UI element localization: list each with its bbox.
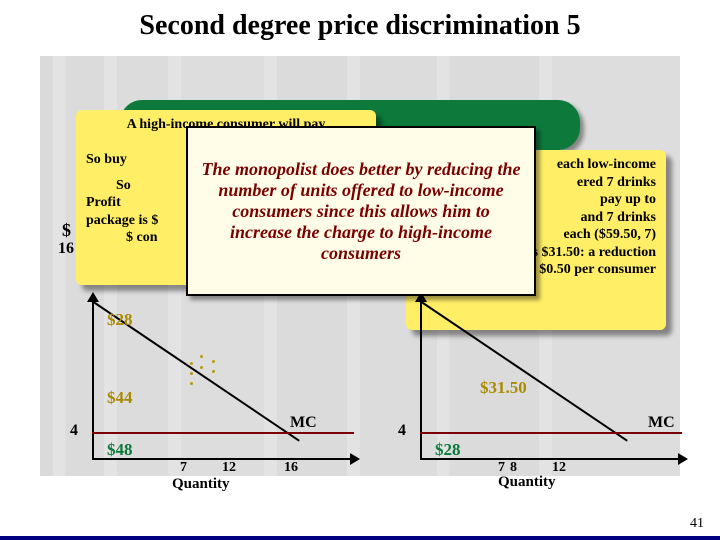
y-tick-4: 4 bbox=[398, 422, 406, 440]
chart-left: $ 16 4 MC $28 $44 $48 7 12 16 Quantity bbox=[52, 300, 362, 480]
mc-label: MC bbox=[290, 414, 317, 432]
price-28: $28 bbox=[107, 310, 133, 330]
price-3150: $31.50 bbox=[480, 378, 527, 398]
x-axis-label: Quantity bbox=[498, 474, 556, 491]
y-tick-4: 4 bbox=[70, 422, 78, 440]
y-axis bbox=[420, 300, 422, 460]
central-callout: The monopolist does better by reducing t… bbox=[186, 126, 536, 296]
x-axis-label: Quantity bbox=[172, 476, 230, 493]
mc-line bbox=[420, 432, 682, 434]
callout-text: The monopolist does better by reducing t… bbox=[200, 159, 522, 264]
demand-line bbox=[419, 300, 627, 441]
mc-line bbox=[92, 432, 354, 434]
mc-label: MC bbox=[648, 414, 675, 432]
slide-title: Second degree price discrimination 5 bbox=[12, 10, 708, 42]
slide: Second degree price discrimination 5 A h… bbox=[0, 0, 720, 540]
y-axis bbox=[92, 300, 94, 460]
slide-number: 41 bbox=[690, 516, 704, 532]
chart-right: 4 MC $31.50 $28 7 8 12 Quantity bbox=[380, 300, 690, 480]
arrow-right-icon bbox=[678, 453, 688, 465]
arrow-right-icon bbox=[350, 453, 360, 465]
price-44: $44 bbox=[107, 388, 133, 408]
price-28-r: $28 bbox=[435, 440, 461, 460]
x-tick: 7 bbox=[180, 460, 187, 476]
axis-dollar-label: $ bbox=[62, 220, 71, 241]
x-tick: 16 bbox=[284, 460, 298, 476]
price-48: $48 bbox=[107, 440, 133, 460]
y-tick-16: 16 bbox=[58, 240, 74, 258]
x-tick: 12 bbox=[222, 460, 236, 476]
